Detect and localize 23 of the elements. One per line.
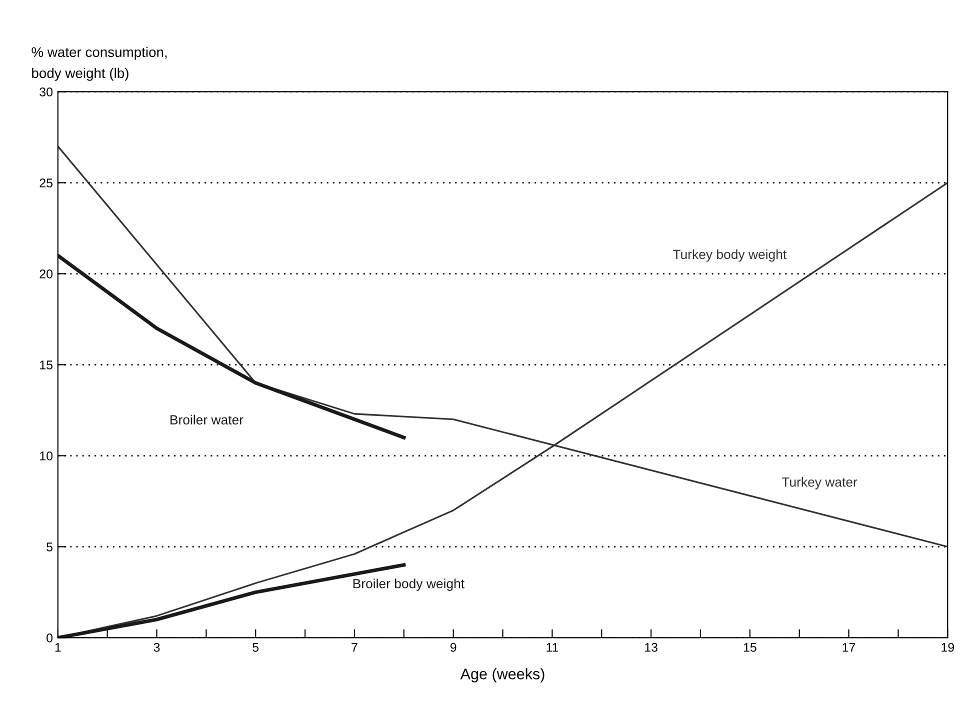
x-tick-label: 9 [450,642,456,652]
x-tick-label: 19 [942,642,954,652]
x-axis-title: Age (weeks) [460,668,544,682]
y-tick-label: 5 [46,542,53,552]
y-axis-title: % water consumption, body weight (lb) [32,46,167,81]
x-tick-label: 5 [252,643,259,652]
text: Broiler water [170,414,244,425]
x-tick-label: 15 [744,643,756,652]
x-tick-label: 3 [154,642,160,652]
y-tick-label: 15 [40,360,53,370]
series-label: Broiler body weight [353,578,464,591]
x-tick-label: 13 [645,642,658,652]
series-label: Turkey body weight [672,249,787,262]
x-tick-label: 1 [55,643,61,652]
y-tick-label: 30 [40,88,53,96]
x-tick-label: 17 [842,643,856,652]
series-label: Turkey water [782,477,858,490]
y-tick-label: 20 [40,270,53,278]
x-tick-label: 7 [352,643,358,652]
y-tick-label: 0 [46,634,53,642]
x-tick-label: 11 [546,643,558,652]
y-tick-label: 10 [40,452,53,460]
y-tick-label: 25 [40,178,53,188]
